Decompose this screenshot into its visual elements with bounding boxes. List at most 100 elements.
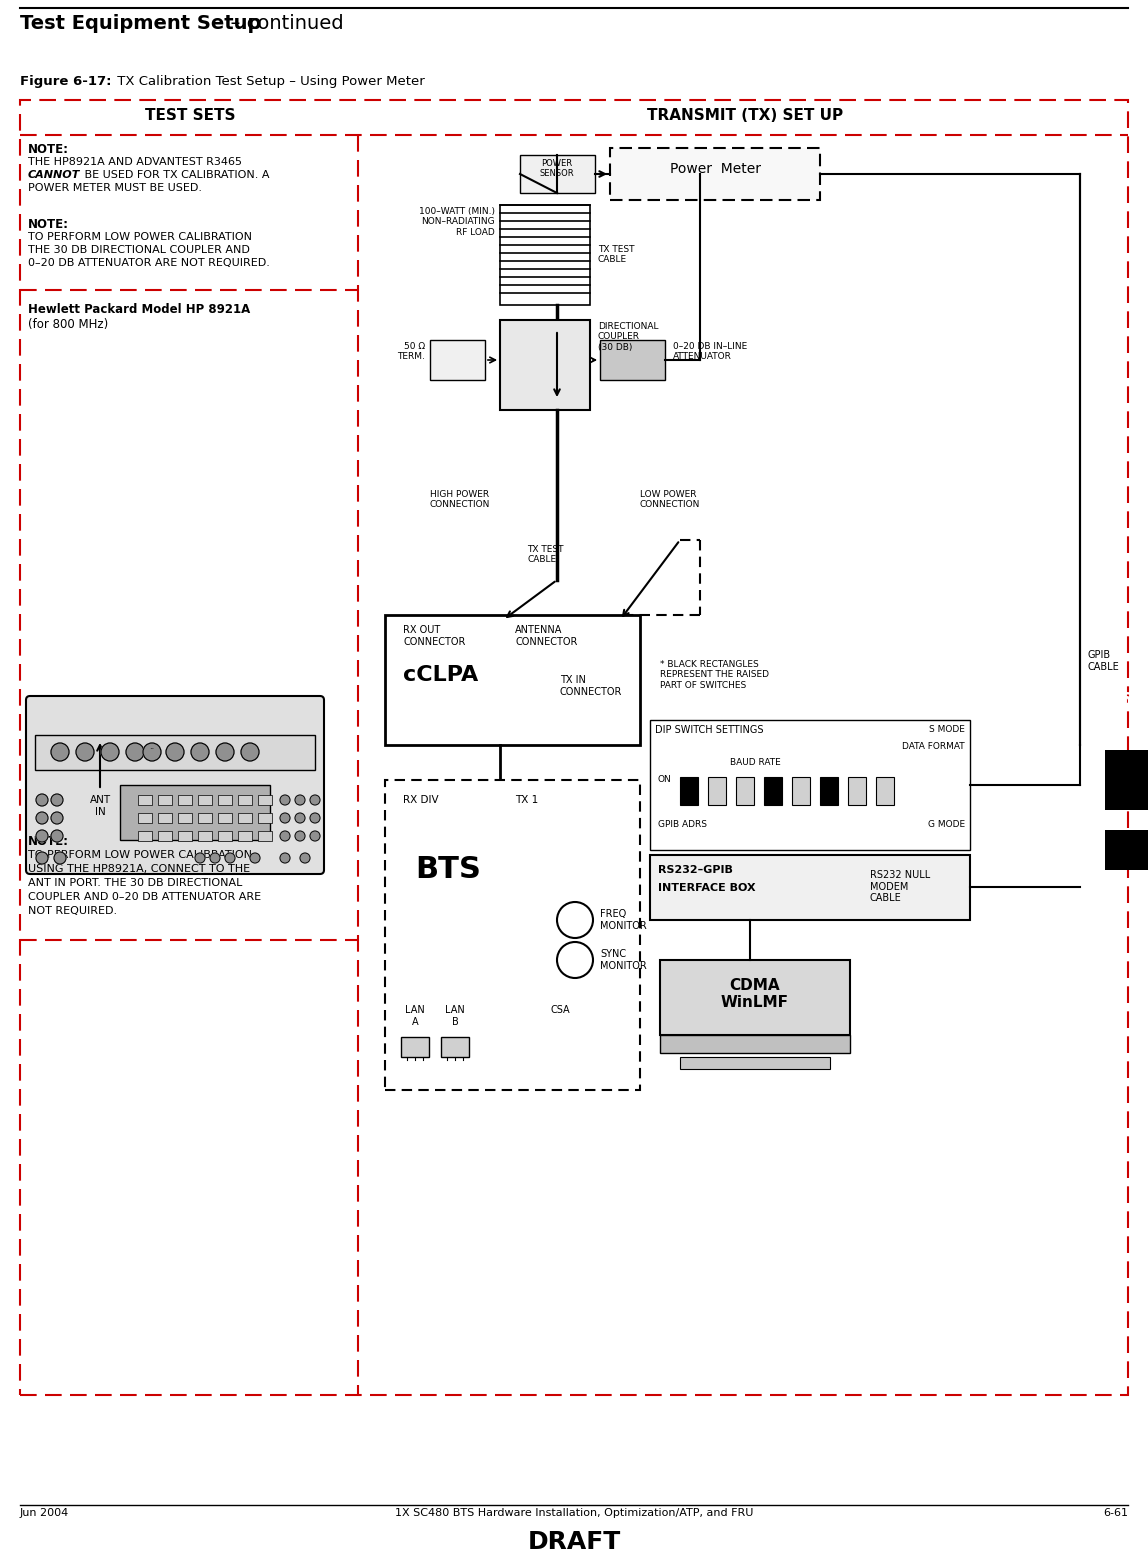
Text: NOTE:: NOTE: — [28, 217, 69, 231]
Bar — [258, 831, 272, 842]
Circle shape — [280, 795, 290, 804]
Text: HIGH POWER
CONNECTION: HIGH POWER CONNECTION — [430, 491, 490, 509]
Bar — [238, 795, 253, 804]
Text: RS232 NULL
MODEM
CABLE: RS232 NULL MODEM CABLE — [870, 870, 930, 904]
Bar — [258, 795, 272, 804]
Text: DIP SWITCH SETTINGS: DIP SWITCH SETTINGS — [656, 725, 763, 735]
Bar — [34, 735, 315, 770]
Text: S MODE: S MODE — [929, 725, 965, 735]
Text: 0–20 DB ATTENUATOR ARE NOT REQUIRED.: 0–20 DB ATTENUATOR ARE NOT REQUIRED. — [28, 258, 270, 269]
Text: TX 1: TX 1 — [515, 795, 538, 804]
Circle shape — [250, 853, 259, 863]
Text: COUPLER AND 0–20 DB ATTENUATOR ARE: COUPLER AND 0–20 DB ATTENUATOR ARE — [28, 891, 261, 902]
Text: CDMA
WinLMF: CDMA WinLMF — [721, 978, 789, 1011]
Bar — [820, 776, 838, 804]
Bar — [158, 831, 172, 842]
Circle shape — [295, 795, 305, 804]
Text: TRANSMIT (TX) SET UP: TRANSMIT (TX) SET UP — [647, 109, 843, 123]
Circle shape — [300, 853, 310, 863]
Bar — [197, 814, 212, 823]
Text: LAN
B: LAN B — [445, 1005, 465, 1027]
Circle shape — [195, 853, 205, 863]
Text: Power  Meter: Power Meter — [669, 162, 760, 175]
Bar — [660, 1034, 850, 1053]
Text: Test Equipment Setup: Test Equipment Setup — [20, 14, 262, 33]
Text: G MODE: G MODE — [928, 820, 965, 829]
Circle shape — [210, 853, 220, 863]
Circle shape — [310, 814, 320, 823]
Text: TX TEST
CABLE: TX TEST CABLE — [598, 245, 635, 264]
Text: Jun 2004: Jun 2004 — [20, 1508, 69, 1517]
Bar — [258, 814, 272, 823]
Bar — [441, 1037, 470, 1058]
Bar — [178, 814, 192, 823]
Bar — [876, 776, 894, 804]
Bar — [197, 831, 212, 842]
Circle shape — [54, 853, 65, 863]
Bar — [158, 814, 172, 823]
Text: POWER METER MUST BE USED.: POWER METER MUST BE USED. — [28, 183, 202, 193]
Bar — [680, 776, 698, 804]
Circle shape — [310, 795, 320, 804]
Text: 100–WATT (MIN.)
NON–RADIATING
RF LOAD: 100–WATT (MIN.) NON–RADIATING RF LOAD — [419, 207, 495, 236]
Circle shape — [51, 829, 63, 842]
Bar — [520, 155, 595, 193]
Bar — [197, 795, 212, 804]
Bar — [610, 148, 820, 200]
Text: GPIB ADRS: GPIB ADRS — [658, 820, 707, 829]
Bar — [1106, 829, 1148, 870]
Bar — [218, 831, 232, 842]
Circle shape — [36, 853, 48, 863]
Circle shape — [295, 814, 305, 823]
Text: CSA: CSA — [550, 1005, 569, 1016]
Circle shape — [126, 742, 144, 761]
Text: CANNOT: CANNOT — [28, 169, 80, 180]
Text: DIRECTIONAL
COUPLER
(30 DB): DIRECTIONAL COUPLER (30 DB) — [598, 321, 659, 353]
Text: TO PERFORM LOW POWER CALIBRATION: TO PERFORM LOW POWER CALIBRATION — [28, 231, 253, 242]
Circle shape — [51, 742, 69, 761]
Circle shape — [36, 829, 48, 842]
Text: Hewlett Packard Model HP 8921A: Hewlett Packard Model HP 8921A — [28, 303, 250, 315]
Text: GPIB
CABLE: GPIB CABLE — [1088, 651, 1119, 671]
Text: TX TEST
CABLE: TX TEST CABLE — [527, 545, 564, 564]
Bar — [158, 795, 172, 804]
Bar — [501, 320, 590, 410]
Bar — [430, 340, 484, 380]
Bar — [401, 1037, 429, 1058]
Circle shape — [191, 742, 209, 761]
Circle shape — [225, 853, 235, 863]
Circle shape — [280, 831, 290, 842]
Text: THE 30 DB DIRECTIONAL COUPLER AND: THE 30 DB DIRECTIONAL COUPLER AND — [28, 245, 250, 255]
Bar — [20, 99, 1128, 1395]
Circle shape — [36, 812, 48, 825]
Text: BTS: BTS — [414, 856, 481, 884]
Bar — [138, 831, 152, 842]
Text: BAUD RATE: BAUD RATE — [730, 758, 781, 767]
Circle shape — [241, 742, 259, 761]
Text: * BLACK RECTANGLES
REPRESENT THE RAISED
PART OF SWITCHES: * BLACK RECTANGLES REPRESENT THE RAISED … — [660, 660, 769, 690]
Text: – continued: – continued — [218, 14, 343, 33]
Text: LOW POWER
CONNECTION: LOW POWER CONNECTION — [639, 491, 700, 509]
Circle shape — [280, 853, 290, 863]
Circle shape — [144, 742, 161, 761]
Circle shape — [295, 831, 305, 842]
Circle shape — [51, 812, 63, 825]
Text: TO PERFORM LOW POWER CALIBRATION: TO PERFORM LOW POWER CALIBRATION — [28, 849, 253, 860]
Text: 0–20 DB IN–LINE
ATTENUATOR: 0–20 DB IN–LINE ATTENUATOR — [673, 342, 747, 362]
Circle shape — [280, 814, 290, 823]
Text: DRAFT: DRAFT — [527, 1530, 621, 1553]
Circle shape — [557, 902, 594, 938]
Bar — [178, 831, 192, 842]
Text: SYNC
MONITOR: SYNC MONITOR — [600, 949, 646, 971]
Text: TX IN
CONNECTOR: TX IN CONNECTOR — [560, 676, 622, 697]
Bar — [708, 776, 726, 804]
Text: ANT IN PORT. THE 30 DB DIRECTIONAL: ANT IN PORT. THE 30 DB DIRECTIONAL — [28, 877, 242, 888]
Text: ··: ·· — [149, 745, 155, 755]
Text: TEST SETS: TEST SETS — [145, 109, 235, 123]
Bar — [238, 831, 253, 842]
Circle shape — [101, 742, 119, 761]
Text: NOT REQUIRED.: NOT REQUIRED. — [28, 905, 117, 916]
Bar — [121, 784, 270, 840]
Text: TX Calibration Test Setup – Using Power Meter: TX Calibration Test Setup – Using Power … — [113, 75, 425, 89]
Bar — [385, 615, 639, 745]
